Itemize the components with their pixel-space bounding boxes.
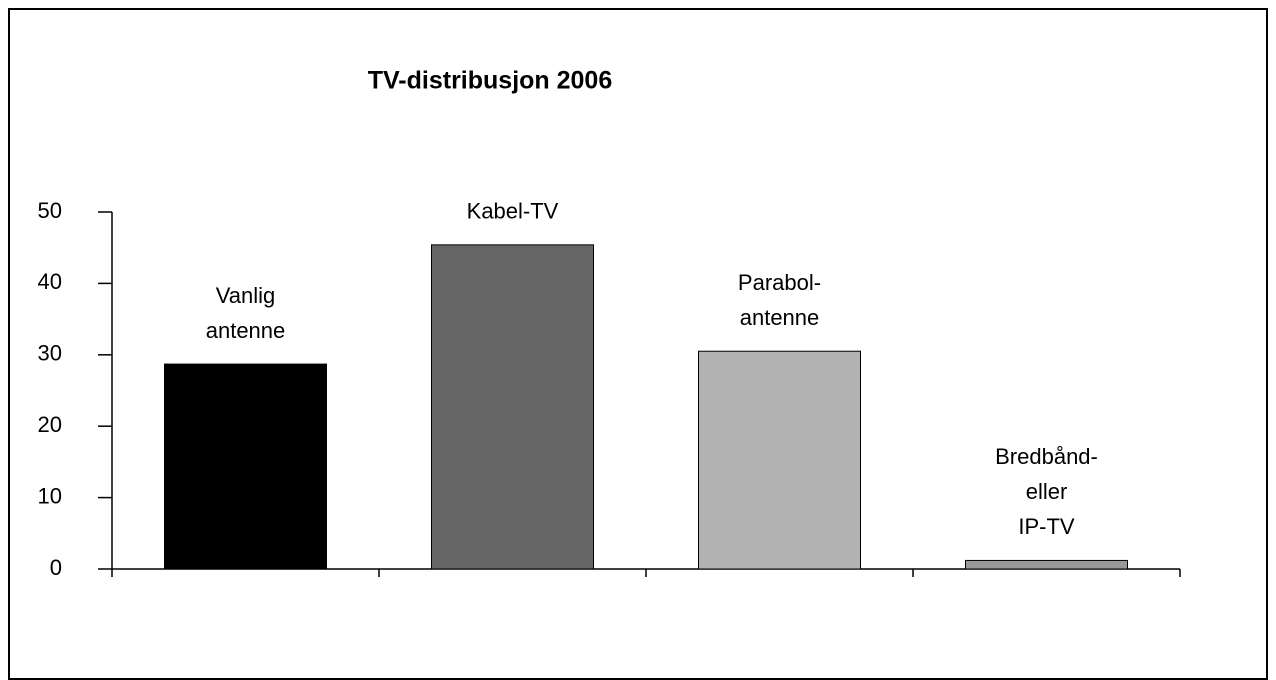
chart-title: TV-distribusjon 2006 (368, 67, 613, 95)
frame (8, 8, 1268, 680)
bar (164, 363, 327, 570)
bar (698, 350, 861, 570)
category-label: Kabel-TV (467, 199, 559, 224)
y-tick-label: 30 (38, 341, 62, 366)
y-tick-label: 0 (50, 555, 62, 580)
category-label: eller (1026, 479, 1068, 504)
category-label: Parabol- (738, 270, 821, 295)
category-label: antenne (206, 318, 286, 343)
category-label: Vanlig (216, 283, 276, 308)
y-tick-label: 10 (38, 483, 62, 508)
category-label: Bredbånd- (995, 444, 1098, 469)
category-label: antenne (740, 305, 820, 330)
y-tick-label: 50 (38, 198, 62, 223)
bar (965, 559, 1128, 570)
bar (431, 244, 594, 570)
y-tick-label: 20 (38, 412, 62, 437)
y-tick-label: 40 (38, 269, 62, 294)
category-label: IP-TV (1018, 514, 1075, 539)
